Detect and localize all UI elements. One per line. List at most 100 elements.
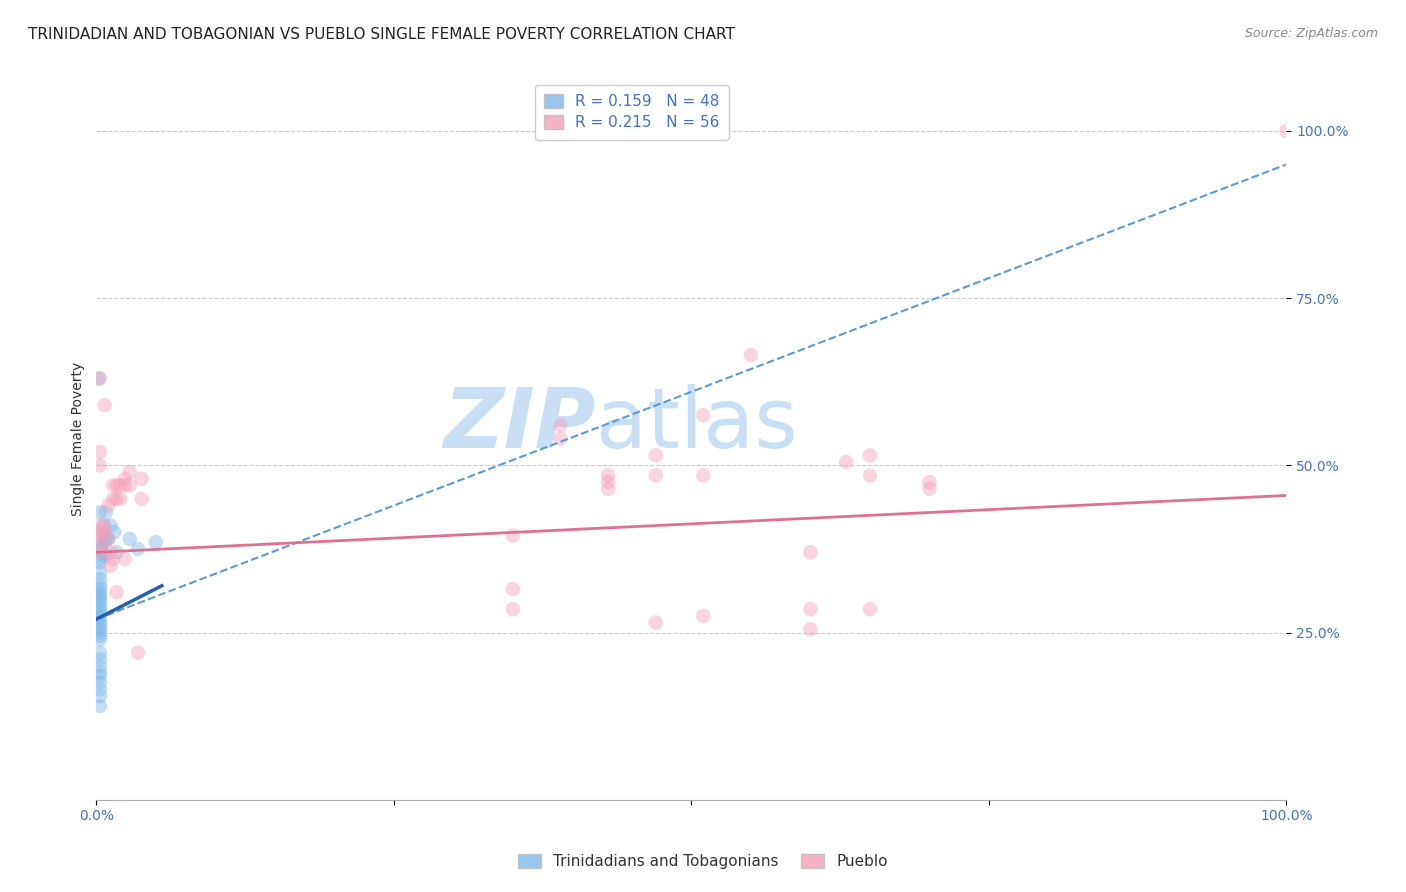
Point — [89, 582, 111, 596]
Text: TRINIDADIAN AND TOBAGONIAN VS PUEBLO SINGLE FEMALE POVERTY CORRELATION CHART: TRINIDADIAN AND TOBAGONIAN VS PUEBLO SIN… — [28, 27, 735, 42]
Point — [89, 682, 111, 697]
Point — [502, 602, 524, 616]
Point — [644, 448, 666, 462]
Point — [918, 475, 941, 489]
Point — [89, 652, 111, 666]
Point — [105, 585, 128, 599]
Point — [89, 505, 111, 519]
Point — [89, 539, 111, 553]
Point — [131, 491, 153, 506]
Point — [799, 545, 821, 559]
Point — [89, 579, 111, 593]
Point — [101, 491, 124, 506]
Point — [93, 518, 115, 533]
Point — [799, 602, 821, 616]
Point — [118, 465, 141, 479]
Point — [89, 595, 111, 609]
Point — [598, 468, 620, 483]
Point — [145, 535, 167, 549]
Point — [550, 418, 572, 433]
Y-axis label: Single Female Poverty: Single Female Poverty — [72, 361, 86, 516]
Point — [127, 541, 149, 556]
Point — [89, 572, 111, 586]
Point — [859, 468, 882, 483]
Point — [644, 468, 666, 483]
Point — [91, 528, 114, 542]
Point — [89, 566, 111, 580]
Point — [114, 478, 136, 492]
Point — [131, 472, 153, 486]
Point — [89, 555, 111, 569]
Point — [89, 622, 111, 636]
Point — [740, 348, 762, 362]
Point — [89, 632, 111, 647]
Text: atlas: atlas — [596, 384, 799, 465]
Point — [101, 552, 124, 566]
Point — [89, 612, 111, 626]
Point — [550, 432, 572, 446]
Point — [799, 622, 821, 636]
Point — [89, 665, 111, 680]
Point — [598, 482, 620, 496]
Point — [89, 669, 111, 683]
Point — [692, 468, 714, 483]
Point — [89, 592, 111, 607]
Text: ZIP: ZIP — [443, 384, 596, 465]
Point — [89, 659, 111, 673]
Point — [89, 589, 111, 603]
Point — [108, 491, 131, 506]
Point — [89, 602, 111, 616]
Point — [89, 606, 111, 620]
Point — [100, 518, 122, 533]
Point — [105, 545, 128, 559]
Point — [93, 549, 115, 563]
Point — [100, 558, 122, 573]
Point — [89, 445, 111, 459]
Point — [105, 491, 128, 506]
Point — [89, 699, 111, 714]
Point — [114, 552, 136, 566]
Point — [89, 545, 111, 559]
Point — [502, 528, 524, 542]
Point — [89, 539, 111, 553]
Point — [89, 619, 111, 633]
Point — [94, 532, 117, 546]
Point — [89, 675, 111, 690]
Point — [94, 505, 117, 519]
Point — [93, 525, 115, 540]
Point — [598, 475, 620, 489]
Point — [97, 499, 120, 513]
Point — [859, 448, 882, 462]
Point — [692, 408, 714, 422]
Point — [108, 478, 131, 492]
Point — [89, 615, 111, 630]
Point — [118, 478, 141, 492]
Point — [89, 552, 111, 566]
Point — [103, 525, 125, 540]
Point — [93, 535, 115, 549]
Point — [89, 689, 111, 703]
Point — [89, 585, 111, 599]
Point — [89, 528, 111, 542]
Point — [127, 646, 149, 660]
Point — [87, 371, 110, 385]
Legend: R = 0.159   N = 48, R = 0.215   N = 56: R = 0.159 N = 48, R = 0.215 N = 56 — [536, 85, 728, 140]
Point — [89, 608, 111, 623]
Point — [118, 532, 141, 546]
Point — [859, 602, 882, 616]
Point — [89, 629, 111, 643]
Point — [918, 482, 941, 496]
Point — [97, 532, 120, 546]
Point — [101, 478, 124, 492]
Point — [89, 518, 111, 533]
Point — [89, 599, 111, 613]
Point — [89, 646, 111, 660]
Point — [89, 541, 111, 556]
Point — [1275, 124, 1298, 138]
Text: Source: ZipAtlas.com: Source: ZipAtlas.com — [1244, 27, 1378, 40]
Point — [692, 608, 714, 623]
Point — [89, 625, 111, 640]
Point — [97, 532, 120, 546]
Point — [114, 472, 136, 486]
Point — [100, 545, 122, 559]
